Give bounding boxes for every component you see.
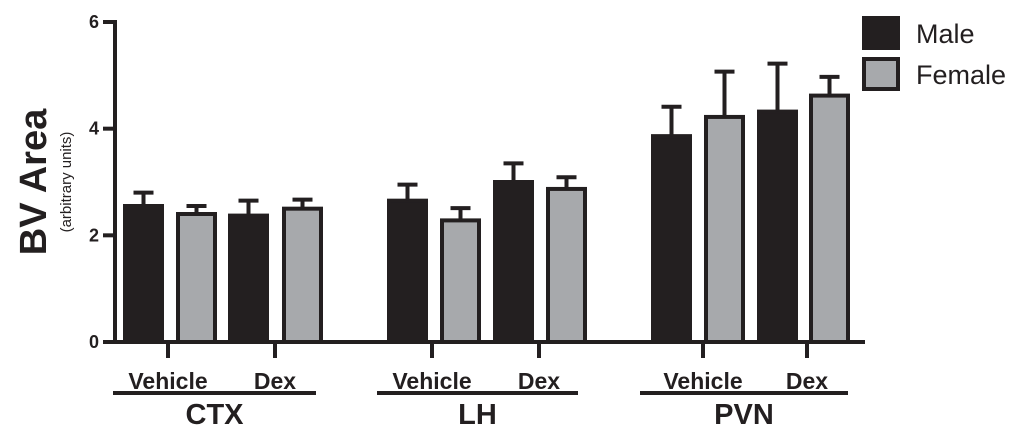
- legend-swatch-male: [862, 16, 900, 50]
- region-label-lh: LH: [458, 399, 497, 428]
- y-axis-title: BV Area: [13, 108, 55, 255]
- bar-lh-dex-male: [493, 180, 534, 344]
- bar-ctx-dex-male: [228, 213, 269, 345]
- bar-lh-vehicle-male: [387, 198, 428, 344]
- axes: [103, 20, 865, 395]
- y-tick-label-6: 6: [89, 12, 99, 32]
- region-label-ctx: CTX: [186, 399, 245, 428]
- condition-label-lh-dex: Dex: [518, 368, 560, 394]
- bar-lh-dex-female: [546, 186, 587, 344]
- error-bars-layer: [133, 61, 840, 221]
- bar-ctx-vehicle-male: [123, 204, 164, 344]
- y-tick-label-4: 4: [89, 119, 99, 139]
- axis-labels: 0 2 4 6 Vehicle Dex CTX Vehicle Dex LH Vehicle Dex P…: [13, 12, 828, 428]
- condition-label-pvn-vehicle: Vehicle: [663, 368, 742, 394]
- legend-label-male: Male: [916, 19, 975, 49]
- condition-label-ctx-dex: Dex: [254, 368, 296, 394]
- y-axis-subtitle: (arbitrary units): [58, 132, 75, 233]
- y-tick-label-2: 2: [89, 225, 99, 245]
- bar-pvn-dex-male: [757, 109, 798, 344]
- bar-lh-vehicle-female: [440, 218, 481, 344]
- condition-label-lh-vehicle: Vehicle: [392, 368, 471, 394]
- bar-pvn-vehicle-male: [651, 134, 692, 344]
- legend-swatch-female: [862, 57, 900, 91]
- y-tick-label-0: 0: [89, 332, 99, 352]
- bars-layer: [123, 93, 850, 345]
- condition-label-ctx-vehicle: Vehicle: [128, 368, 207, 394]
- legend-label-female: Female: [916, 60, 1006, 90]
- bar-ctx-dex-female: [282, 206, 323, 344]
- bar-pvn-vehicle-female: [704, 114, 745, 344]
- region-label-pvn: PVN: [714, 399, 774, 428]
- bar-ctx-vehicle-female: [176, 212, 217, 344]
- legend: Male Female: [862, 16, 1006, 91]
- condition-label-pvn-dex: Dex: [786, 368, 828, 394]
- bar-pvn-dex-female: [809, 93, 850, 344]
